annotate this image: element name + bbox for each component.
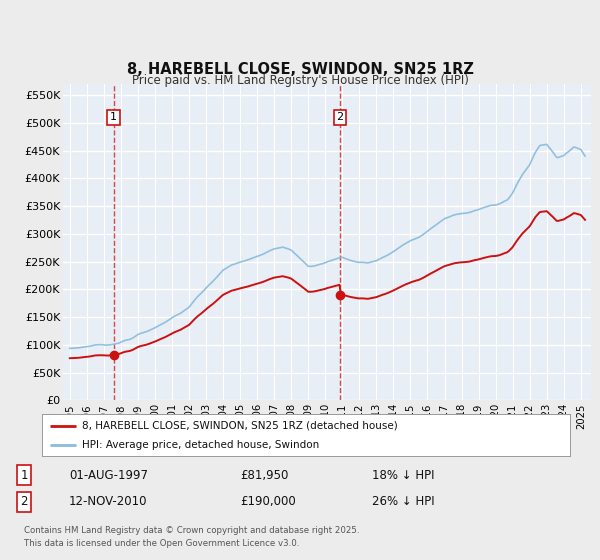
- Text: 01-AUG-1997: 01-AUG-1997: [69, 469, 148, 482]
- Text: £190,000: £190,000: [240, 496, 296, 508]
- Text: 26% ↓ HPI: 26% ↓ HPI: [372, 496, 434, 508]
- Text: 1: 1: [20, 469, 28, 482]
- Text: 1: 1: [110, 113, 117, 122]
- Text: HPI: Average price, detached house, Swindon: HPI: Average price, detached house, Swin…: [82, 440, 319, 450]
- Text: Contains HM Land Registry data © Crown copyright and database right 2025.
This d: Contains HM Land Registry data © Crown c…: [24, 526, 359, 548]
- Text: 12-NOV-2010: 12-NOV-2010: [69, 496, 148, 508]
- Text: 8, HAREBELL CLOSE, SWINDON, SN25 1RZ (detached house): 8, HAREBELL CLOSE, SWINDON, SN25 1RZ (de…: [82, 421, 397, 431]
- Text: 2: 2: [20, 496, 28, 508]
- Text: Price paid vs. HM Land Registry's House Price Index (HPI): Price paid vs. HM Land Registry's House …: [131, 73, 469, 87]
- Text: £81,950: £81,950: [240, 469, 289, 482]
- Text: 2: 2: [337, 113, 344, 122]
- Text: 8, HAREBELL CLOSE, SWINDON, SN25 1RZ: 8, HAREBELL CLOSE, SWINDON, SN25 1RZ: [127, 63, 473, 77]
- Text: 18% ↓ HPI: 18% ↓ HPI: [372, 469, 434, 482]
